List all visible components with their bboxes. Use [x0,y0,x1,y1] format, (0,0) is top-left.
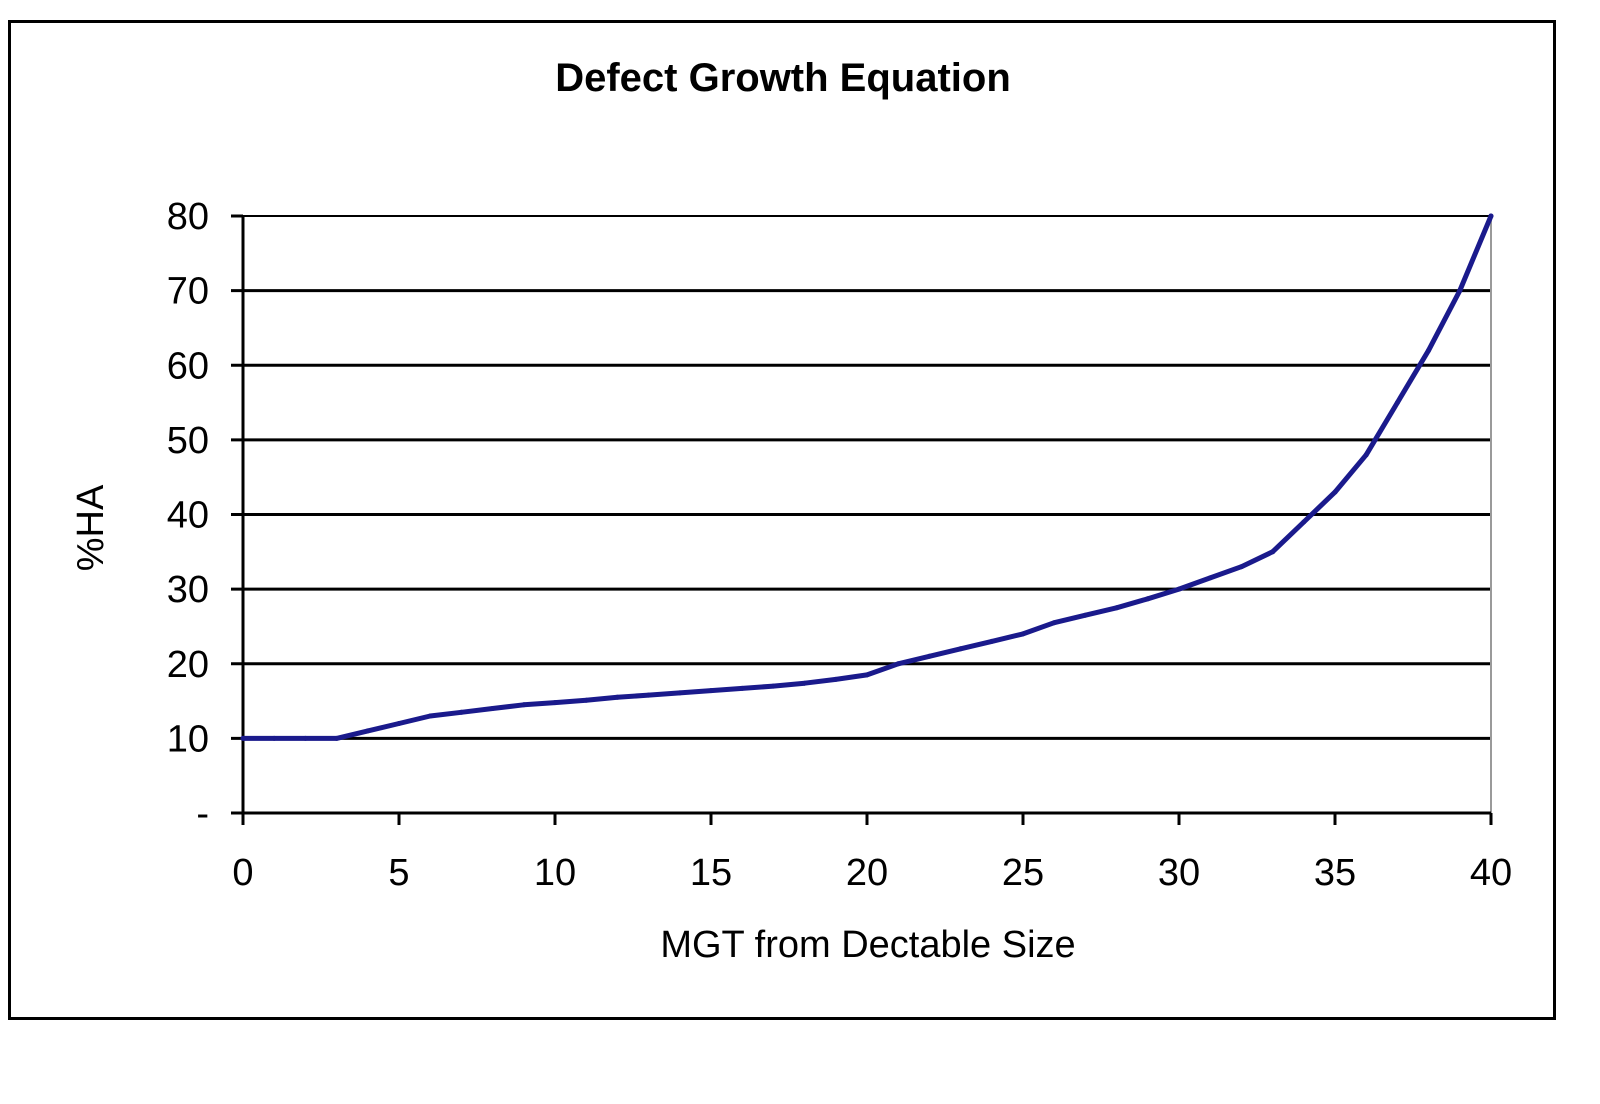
ticks-layer: - 10 20 30 40 50 60 70 80 0 5 10 15 20 25 30 35 40 [167,196,1512,894]
data-point [770,683,776,689]
data-point [458,709,464,715]
data-point [864,672,870,678]
data-point [1238,564,1244,570]
y-axis-label: %HA [70,484,112,571]
y-tick-label: 70 [167,271,209,313]
y-tick-label: 40 [167,495,209,537]
data-point [1488,213,1494,219]
y-tick-label: 30 [167,569,209,611]
data-point [646,692,652,698]
series-layer [240,213,1494,741]
x-axis-label: MGT from Dectable Size [660,924,1075,966]
chart-frame: Defect Growth Equation -10 20 30 40 50 60 70 80… [8,20,1556,1020]
y-tick-label: 10 [167,718,209,760]
data-point [334,735,340,741]
data-point [396,721,402,726]
data-point [1301,519,1307,525]
x-tick-label: 20 [846,852,888,894]
x-tick-label: 5 [388,852,409,894]
data-point [490,706,496,711]
data-point [302,735,308,741]
x-tick-label: 25 [1002,852,1044,894]
data-point [1020,631,1026,637]
data-point [552,700,558,706]
data-point [1082,612,1088,618]
data-point [989,638,995,644]
data-point [365,728,371,734]
data-point [1426,347,1432,353]
data-point [1114,605,1120,611]
data-point [708,688,714,694]
y-tick-label: 80 [167,196,209,238]
y-tick-label: 20 [167,644,209,686]
data-point [677,690,683,696]
data-point [1394,400,1400,406]
chart-title: Defect Growth Equation [555,56,1011,100]
data-point [1457,288,1463,294]
data-point [1363,452,1369,458]
y-tick-label: 50 [167,420,209,462]
x-tick-label: 30 [1158,852,1200,894]
data-point [1270,549,1276,555]
x-tick-label: 35 [1314,852,1356,894]
data-point [833,676,839,682]
y-tick-label: 60 [167,345,209,387]
data-point [1051,620,1057,626]
data-point [427,713,433,719]
data-point [1145,596,1151,602]
data-point [1332,489,1338,495]
grid-layer [243,215,1492,813]
data-point [739,685,745,691]
y-tick-label: - [196,793,209,835]
x-tick-label: 0 [232,852,253,894]
data-point [614,694,620,700]
data-point [521,702,527,708]
x-tick-label: 15 [690,852,732,894]
data-point [1176,586,1182,592]
data-point [926,653,932,659]
x-tick-label: 40 [1470,852,1512,894]
data-point [895,661,901,667]
chart-svg: Defect Growth Equation -1020304050607080… [70,56,1512,966]
data-point [1207,575,1213,581]
data-point [958,646,964,652]
data-point [240,735,246,741]
data-point [583,697,589,703]
series-line [240,213,1494,741]
x-tick-label: 10 [534,852,576,894]
data-point [271,735,277,741]
data-point [802,680,808,686]
